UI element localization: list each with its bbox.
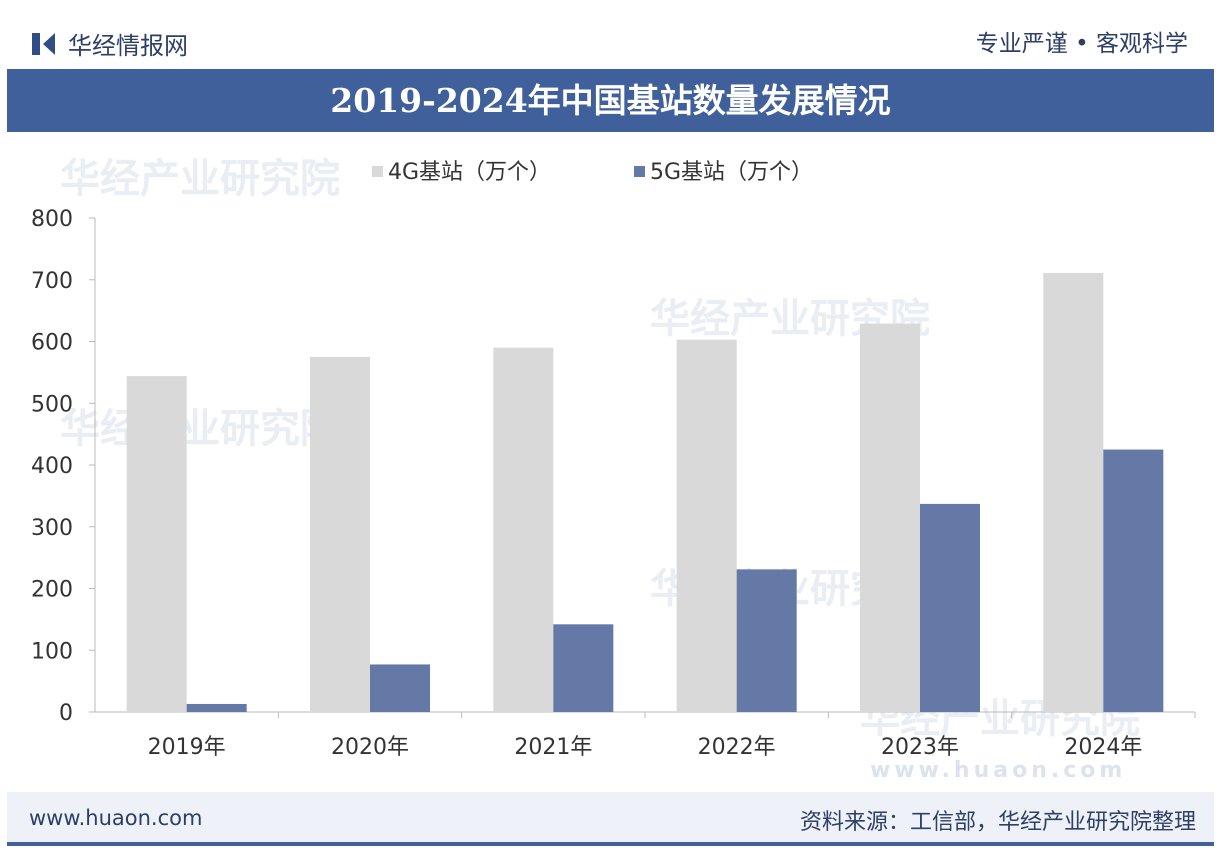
bar-5g-2020年 (370, 664, 430, 712)
bar-4g-2024年 (1043, 272, 1104, 712)
y-tick-label: 600 (31, 331, 73, 356)
legend-swatch-0 (372, 166, 383, 177)
x-tick-label: 2021年 (514, 735, 592, 760)
y-tick-label: 0 (59, 701, 73, 726)
x-tick-label: 2023年 (881, 735, 959, 760)
bar-4g-2020年 (310, 356, 370, 712)
watermark: 华经产业研究院 (60, 156, 340, 202)
y-tick-label: 100 (31, 639, 73, 664)
bar-5g-2021年 (553, 624, 614, 712)
bar-5g-2024年 (1103, 449, 1164, 712)
x-tick-label: 2022年 (698, 735, 776, 760)
y-tick-label: 200 (31, 578, 73, 603)
y-tick-label: 700 (31, 269, 73, 294)
chart-title: 2019-2024年中国基站数量发展情况 (7, 69, 1214, 132)
legend-swatch-1 (634, 166, 645, 177)
y-tick-label: 800 (31, 207, 73, 232)
bar-4g-2023年 (860, 323, 920, 712)
source-note: 资料来源：工信部，华经产业研究院整理 (799, 810, 1196, 835)
legend-label-1: 5G基站（万个） (650, 160, 813, 185)
y-tick-label: 500 (31, 392, 73, 417)
bar-chart: 华经产业研究院华经产业研究院华经产业研究院华经产业研究院华经产业研究院www.h… (31, 156, 1196, 783)
footer: www.huaon.com 资料来源：工信部，华经产业研究院整理 (7, 792, 1214, 846)
x-tick-label: 2019年 (148, 735, 226, 760)
logo-icon (32, 31, 58, 57)
brand-name: 华经情报网 (68, 32, 188, 60)
bar-4g-2019年 (126, 376, 187, 712)
watermark-url: www.huaon.com (870, 758, 1126, 783)
bar-4g-2021年 (493, 347, 554, 712)
bar-5g-2022年 (736, 569, 797, 712)
header: 华经情报网 专业严谨 • 客观科学 (0, 0, 1222, 62)
legend-label-0: 4G基站（万个） (388, 160, 551, 185)
y-tick-label: 400 (31, 454, 73, 479)
brand-logo: 华经情报网 (32, 26, 188, 61)
slogan: 专业严谨 • 客观科学 (975, 31, 1188, 57)
x-tick-label: 2024年 (1064, 735, 1142, 760)
website: www.huaon.com (29, 806, 203, 830)
bar-5g-2019年 (186, 703, 247, 712)
watermark: 华经产业研究院 (60, 406, 340, 452)
bar-4g-2022年 (676, 339, 737, 712)
y-tick-label: 300 (31, 516, 73, 541)
x-tick-label: 2020年 (331, 735, 409, 760)
bar-5g-2023年 (920, 503, 980, 712)
